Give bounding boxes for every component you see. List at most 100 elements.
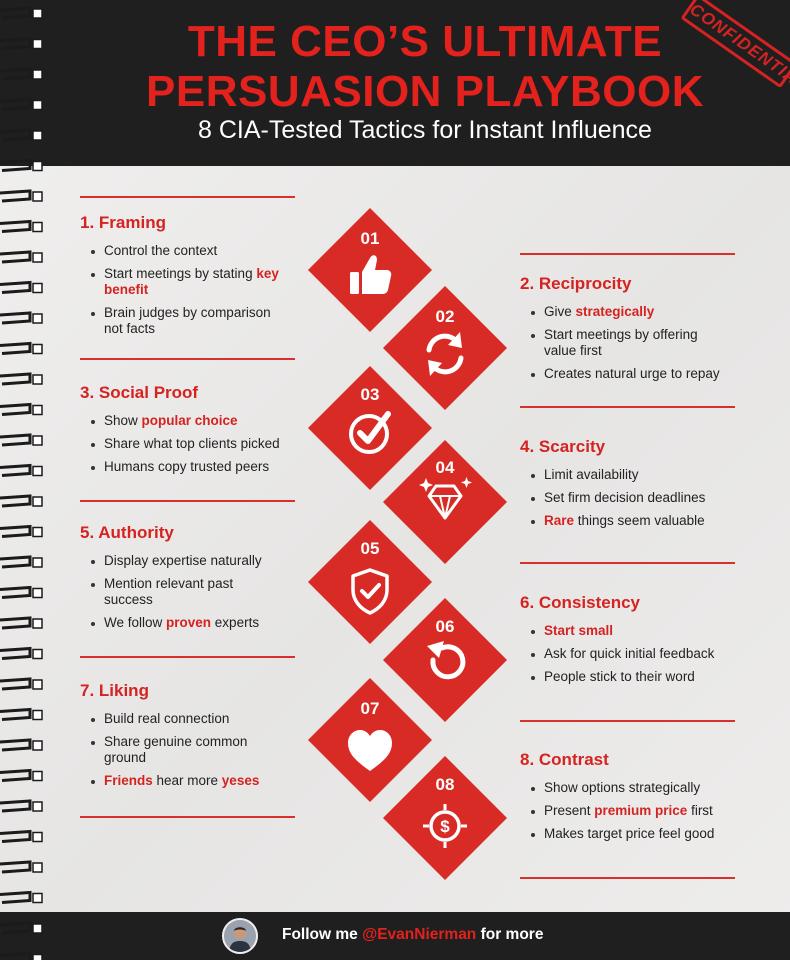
bullet: Start small <box>520 623 750 639</box>
bullet: People stick to their word <box>520 669 750 685</box>
diamond-04: 04 <box>383 440 507 564</box>
check-circle-icon <box>349 411 391 454</box>
section-title: 8. Contrast <box>520 750 609 769</box>
highlight-text: Start small <box>544 623 614 638</box>
section-scarcity: 4. Scarcity Limit availability Set firm … <box>520 438 750 536</box>
diamond-06: 06 <box>383 598 507 722</box>
refresh-arrows-icon <box>426 332 464 376</box>
binding-hole <box>32 435 43 446</box>
highlight-text: strategically <box>575 304 655 319</box>
section-title: 5. Authority <box>80 523 174 542</box>
section-title: 3. Social Proof <box>80 383 199 402</box>
section-social-proof: 3. Social Proof Show popular choice Shar… <box>80 384 310 482</box>
bullet-text: first <box>687 803 713 818</box>
title-line-2: PERSUASION PLAYBOOK <box>146 67 704 116</box>
binding-hole <box>32 252 43 263</box>
bullet-text: Display expertise naturally <box>104 553 262 568</box>
spiral-ring <box>0 616 32 630</box>
highlight-text: premium price <box>594 803 688 818</box>
bullet-text: Brain judges by comparison not facts <box>104 305 271 336</box>
diamond-number: 06 <box>436 617 455 636</box>
binding-hole <box>32 770 43 782</box>
binding-hole <box>32 343 43 355</box>
dollar-target-icon: $ <box>423 804 467 848</box>
follow-text: for more <box>476 926 544 943</box>
shield-check-icon <box>351 568 389 615</box>
bullet-text: Creates natural urge to repay <box>544 366 720 381</box>
bullet-text: Limit availability <box>544 467 639 482</box>
bullet: Start meetings by offering value first <box>520 327 720 359</box>
diamond-number: 02 <box>436 307 455 326</box>
binding-hole <box>32 953 43 960</box>
binding-hole <box>32 587 43 599</box>
bullet-text: We follow <box>104 615 167 630</box>
spiral-binding <box>0 6 43 960</box>
spiral-ring <box>0 524 32 538</box>
binding-hole <box>32 465 43 477</box>
bullet-text: experts <box>211 615 260 630</box>
heart-icon <box>348 730 392 771</box>
bullet-text: Share what top clients picked <box>104 436 280 451</box>
section-contrast: 8. Contrast Show options strategically P… <box>520 751 750 849</box>
spiral-ring <box>0 768 32 782</box>
svg-text:$: $ <box>440 817 450 836</box>
bullet: Makes target price feel good <box>520 826 750 842</box>
spiral-ring <box>0 677 32 691</box>
binding-hole <box>32 557 43 568</box>
spiral-ring <box>0 646 32 660</box>
section-authority: 5. Authority Display expertise naturally… <box>80 524 310 638</box>
binding-hole <box>32 130 43 141</box>
section-title: 4. Scarcity <box>520 437 606 456</box>
tactic-diamonds: 01 02 03 04 <box>308 208 507 880</box>
bullet: Show options strategically <box>520 780 750 796</box>
bullet: Brain judges by comparison not facts <box>80 305 280 337</box>
bullet: Friends hear more yeses <box>80 773 310 789</box>
section-title: 1. Framing <box>80 213 166 232</box>
bullet: Limit availability <box>520 467 750 483</box>
spiral-ring <box>0 372 32 386</box>
section-title: 2. Reciprocity <box>520 274 632 293</box>
binding-hole <box>32 313 43 324</box>
spiral-ring <box>0 921 32 935</box>
bullet-text: Mention relevant past success <box>104 576 234 607</box>
highlight-text: Rare <box>544 513 575 528</box>
bullet-text: Share genuine common ground <box>104 734 248 765</box>
bullet-text: People stick to their word <box>544 669 695 684</box>
spiral-ring <box>0 433 32 447</box>
bullet-text: hear more <box>152 773 222 788</box>
divider <box>80 500 295 502</box>
diamond-number: 07 <box>361 699 380 718</box>
binding-hole <box>32 618 43 629</box>
spiral-ring <box>0 311 32 325</box>
spiral-ring <box>0 128 32 142</box>
bullet: Share what top clients picked <box>80 436 310 452</box>
divider <box>520 253 735 255</box>
bullet-text: Build real connection <box>104 711 230 726</box>
author-handle-link[interactable]: @EvanNierman <box>362 926 477 943</box>
bullet-text: Show options strategically <box>544 780 701 795</box>
bullet: Mention relevant past success <box>80 576 270 608</box>
highlight-text: Friends <box>104 773 153 788</box>
bullet: We follow proven experts <box>80 615 310 631</box>
spiral-ring <box>0 280 32 294</box>
avatar-icon[interactable] <box>222 918 258 954</box>
binding-hole <box>32 191 43 202</box>
highlight-text: key benefit <box>104 266 279 297</box>
divider <box>520 406 735 408</box>
diamond-number: 01 <box>361 229 380 248</box>
diamond-number: 03 <box>361 385 380 404</box>
highlight-text: popular choice <box>141 413 238 428</box>
binding-hole <box>32 831 43 843</box>
divider <box>80 656 295 658</box>
binding-hole <box>32 801 43 812</box>
spiral-ring <box>0 463 32 477</box>
diamond-02: 02 <box>383 286 507 410</box>
bullet: Set firm decision deadlines <box>520 490 750 506</box>
footer: Follow me @EvanNierman for more <box>0 912 790 960</box>
bullet: Humans copy trusted peers <box>80 459 310 475</box>
spiral-ring <box>0 97 32 111</box>
thumbs-up-icon <box>350 255 392 294</box>
bullet-text: Present <box>544 803 595 818</box>
divider <box>520 562 735 564</box>
diamond-number: 04 <box>436 458 455 477</box>
